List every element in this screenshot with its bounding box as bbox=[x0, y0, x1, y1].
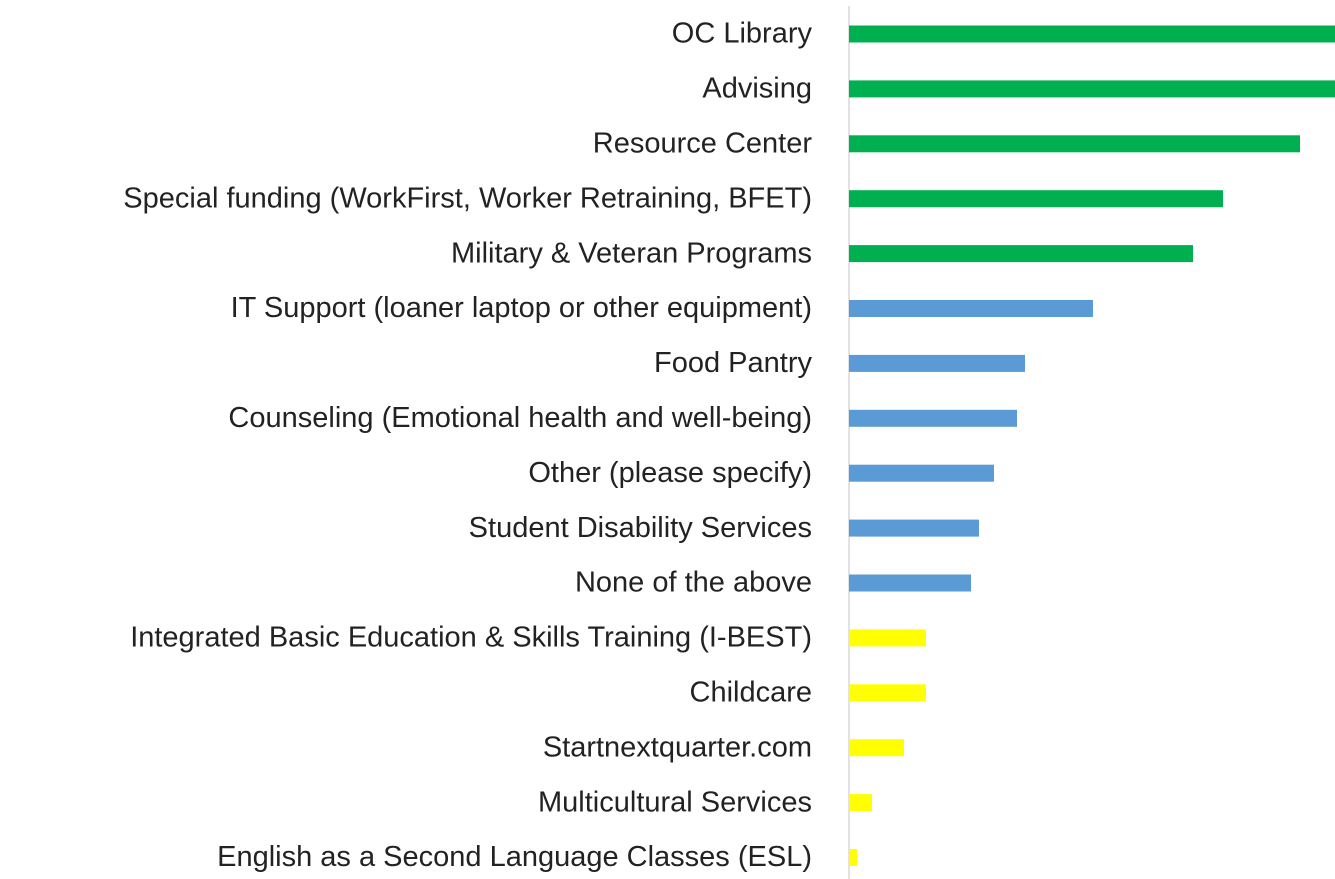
category-label: Special funding (WorkFirst, Worker Retra… bbox=[123, 182, 812, 214]
category-label: Food Pantry bbox=[654, 347, 812, 379]
category-label: Integrated Basic Education & Skills Trai… bbox=[130, 622, 812, 654]
category-label: Other (please specify) bbox=[528, 457, 812, 489]
bar bbox=[849, 684, 926, 702]
category-label: English as a Second Language Classes (ES… bbox=[217, 841, 812, 873]
bar bbox=[849, 245, 1193, 263]
category-label: None of the above bbox=[575, 567, 812, 599]
bar bbox=[849, 794, 872, 812]
category-label: Resource Center bbox=[593, 127, 813, 159]
bar bbox=[849, 190, 1223, 208]
bar bbox=[849, 849, 857, 866]
bar bbox=[849, 739, 904, 757]
category-label: Student Disability Services bbox=[469, 512, 812, 544]
bar bbox=[849, 574, 971, 592]
bar bbox=[849, 25, 1335, 43]
category-label: IT Support (loaner laptop or other equip… bbox=[231, 292, 812, 324]
bar bbox=[849, 629, 926, 647]
category-label: Multicultural Services bbox=[538, 786, 812, 818]
category-label: Advising bbox=[702, 73, 812, 105]
bar bbox=[849, 464, 994, 482]
bar bbox=[849, 519, 979, 537]
category-label: Childcare bbox=[690, 676, 813, 708]
category-label: OC Library bbox=[672, 18, 813, 50]
category-label: Counseling (Emotional health and well-be… bbox=[228, 402, 812, 434]
bar bbox=[849, 354, 1025, 372]
bar bbox=[849, 135, 1300, 153]
category-label: Military & Veteran Programs bbox=[451, 237, 812, 269]
category-label: Startnextquarter.com bbox=[543, 731, 812, 763]
bar bbox=[849, 409, 1017, 427]
bar bbox=[849, 80, 1335, 98]
bar bbox=[849, 300, 1093, 317]
